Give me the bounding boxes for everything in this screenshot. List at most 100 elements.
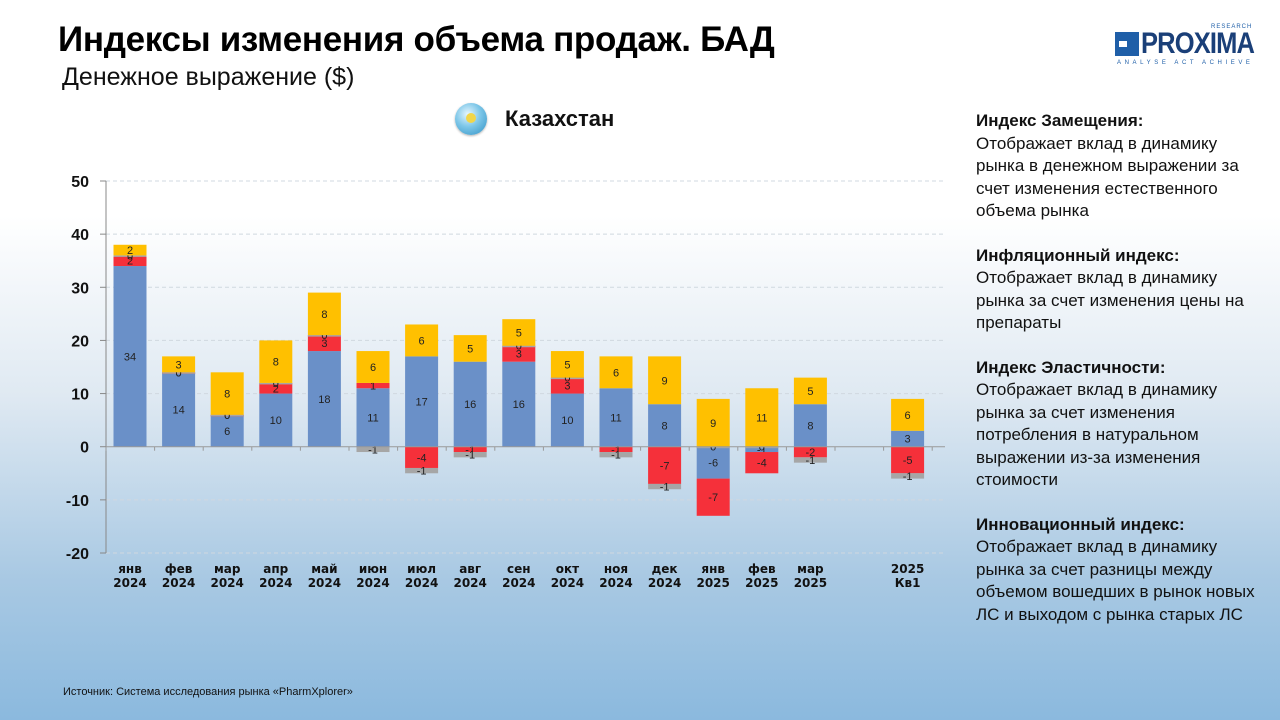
bar-segment (599, 388, 633, 447)
data-label: -4 (417, 452, 427, 464)
bar-segment (162, 372, 196, 447)
bar-segment (210, 372, 244, 415)
data-label: 6 (613, 367, 619, 379)
x-tick-label: фев (165, 562, 193, 576)
data-label: -7 (708, 492, 718, 504)
note-substitution: Индекс Замещения: Отображает вклад в дин… (976, 110, 1266, 223)
x-tick-label: мар (214, 562, 241, 576)
y-tick-label: 10 (71, 387, 89, 404)
bar-segment (113, 255, 147, 267)
x-tick-label: 2024 (356, 576, 389, 590)
data-label: 3 (564, 381, 570, 393)
x-tick-label: 2024 (599, 576, 632, 590)
bar-segment (259, 340, 293, 383)
data-label: -1 (417, 466, 427, 478)
note-elasticity: Индекс Эластичности: Отображает вклад в … (976, 357, 1266, 492)
data-label: 8 (662, 420, 668, 432)
x-tick-label: фев (748, 562, 776, 576)
data-label: 3 (176, 359, 182, 371)
x-tick-label: 2025 (891, 562, 924, 576)
data-label: -1 (465, 444, 475, 456)
bar-segment (453, 446, 487, 453)
bar-segment (891, 473, 925, 479)
x-tick-label: 2024 (453, 576, 486, 590)
bar-segment (550, 377, 584, 380)
data-label: -1 (903, 471, 913, 483)
data-label: -5 (903, 455, 913, 467)
data-label: 9 (710, 418, 716, 430)
logo-research: RESEARCH (1211, 24, 1253, 30)
data-label: 16 (513, 399, 525, 411)
data-label: 16 (464, 399, 476, 411)
bar-segment (793, 446, 827, 458)
data-label: 6 (905, 410, 911, 422)
bar-segment (162, 372, 196, 374)
x-tick-label: 2024 (162, 576, 195, 590)
bar-segment (307, 335, 341, 337)
index-descriptions: Индекс Замещения: Отображает вклад в дин… (976, 110, 1266, 648)
bar-segment (259, 393, 293, 447)
data-label: -1 (660, 482, 670, 494)
note-text: Отображает вклад в динамику рынка за сче… (976, 268, 1244, 332)
note-text: Отображает вклад в динамику рынка за сче… (976, 380, 1218, 489)
bar-segment (502, 361, 536, 447)
x-tick-label: май (311, 562, 337, 576)
data-label: 3 (905, 434, 911, 446)
data-label: 2 (273, 383, 279, 395)
bar-segment (259, 382, 293, 394)
data-label: 10 (561, 415, 573, 427)
y-tick-label: 20 (71, 333, 89, 350)
x-tick-label: окт (556, 562, 579, 576)
data-label: 0 (516, 341, 522, 353)
x-tick-label: июн (359, 562, 387, 576)
data-label: -1 (368, 444, 378, 456)
bar-segment (648, 356, 682, 405)
data-label: 3 (321, 338, 327, 350)
bar-segment (162, 356, 196, 373)
y-tick-label: 40 (71, 227, 89, 244)
x-tick-label: 2024 (259, 576, 292, 590)
bar-segment (113, 244, 147, 256)
page-subtitle: Денежное выражение ($) (62, 63, 355, 91)
data-label: 2 (127, 256, 133, 268)
x-tick-label: сен (507, 562, 531, 576)
source-note: Источник: Система исследования рынка «Ph… (63, 686, 353, 698)
bar-segment (696, 478, 730, 516)
note-innovation: Инновационный индекс: Отображает вклад в… (976, 514, 1266, 627)
data-label: 6 (224, 426, 230, 438)
bar-segment (307, 351, 341, 447)
bar-segment (502, 345, 536, 348)
bar-segment (259, 382, 293, 385)
bar-segment (648, 446, 682, 484)
data-label: 6 (370, 362, 376, 374)
y-tick-label: 50 (71, 174, 89, 191)
bar-segment (210, 414, 244, 447)
y-tick-label: -10 (66, 493, 89, 510)
bar-segment (550, 393, 584, 447)
y-tick-label: -20 (66, 546, 89, 563)
note-text: Отображает вклад в динамику рынка за сче… (976, 537, 1255, 624)
x-tick-label: мар (797, 562, 824, 576)
bar-segment (405, 446, 439, 468)
bar-segment (405, 324, 439, 357)
chart-title: Казахстан (455, 103, 614, 135)
x-tick-label: 2025 (745, 576, 778, 590)
data-label: 9 (662, 375, 668, 387)
note-title: Инновационный индекс: (976, 514, 1185, 534)
x-tick-label: 2025 (794, 576, 827, 590)
logo-tagline: ANALYSE ACT ACHIEVE (1117, 60, 1254, 66)
note-inflation: Инфляционный индекс: Отображает вклад в … (976, 245, 1266, 335)
data-label: -4 (757, 458, 767, 470)
data-label: 11 (756, 412, 767, 424)
data-label: 3 (516, 349, 522, 361)
data-label: -6 (708, 458, 718, 470)
logo-square-icon (1115, 32, 1139, 56)
x-tick-label: янв (701, 562, 725, 576)
bar-segment (891, 398, 925, 431)
bar-segment (745, 452, 779, 474)
data-label: 8 (807, 420, 813, 432)
kazakhstan-flag-icon (455, 103, 487, 135)
data-label: 0 (224, 410, 230, 422)
bar-segment (307, 292, 341, 336)
bar-segment (648, 483, 682, 490)
